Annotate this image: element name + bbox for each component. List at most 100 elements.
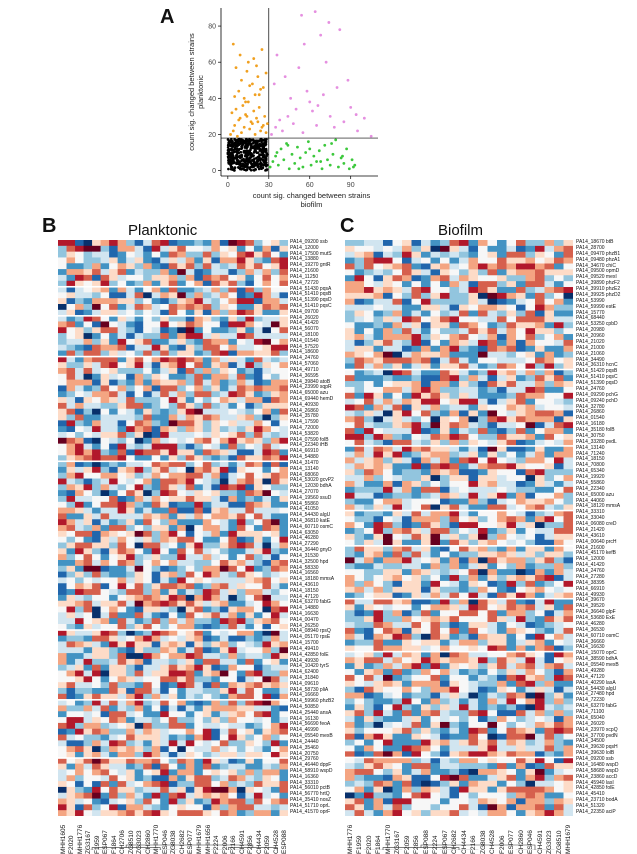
heatmap-cell xyxy=(126,636,135,642)
heatmap-cell xyxy=(271,321,280,327)
heatmap-cell xyxy=(160,653,169,659)
heatmap-cell xyxy=(118,665,127,671)
heatmap-cell xyxy=(374,557,384,563)
heatmap-cell xyxy=(92,775,101,781)
heatmap-cell xyxy=(203,543,212,549)
heatmap-cell xyxy=(345,493,355,499)
heatmap-cell xyxy=(135,257,144,263)
heatmap-cell xyxy=(412,334,422,340)
heatmap-cell xyxy=(118,449,127,455)
heatmap-cell xyxy=(143,665,152,671)
heatmap-cell xyxy=(237,723,246,729)
heatmap-cell xyxy=(554,393,564,399)
heatmap-cell xyxy=(412,434,422,440)
heatmap-cell xyxy=(450,569,460,575)
heatmap-cell xyxy=(271,438,280,444)
heatmap-cell xyxy=(271,769,280,775)
heatmap-cell xyxy=(421,581,431,587)
heatmap-cell xyxy=(345,287,355,293)
heatmap-cell xyxy=(535,563,545,569)
heatmap-cell xyxy=(440,346,450,352)
heatmap-cell xyxy=(383,375,393,381)
heatmap-cell xyxy=(254,519,263,525)
point-neither xyxy=(234,166,237,169)
heatmap-cell xyxy=(220,548,229,554)
heatmap-cell xyxy=(271,548,280,554)
heatmap-cell xyxy=(271,444,280,450)
heatmap-cell xyxy=(228,257,237,263)
heatmap-cell xyxy=(345,281,355,287)
heatmap-cell xyxy=(279,537,288,543)
heatmap-cell xyxy=(118,653,127,659)
heatmap-cell xyxy=(109,682,118,688)
heatmap-cell xyxy=(58,426,67,432)
point-planktonic xyxy=(239,117,242,120)
heatmap-cell xyxy=(160,641,169,647)
heatmap-cell xyxy=(160,333,169,339)
point-biofilm xyxy=(345,148,348,151)
point-biofilm xyxy=(293,162,296,165)
heatmap-cell xyxy=(75,449,84,455)
heatmap-cell xyxy=(516,569,526,575)
heatmap-cell xyxy=(109,362,118,368)
point-neither xyxy=(232,155,235,158)
point-neither xyxy=(247,158,250,161)
heatmap-cell xyxy=(118,659,127,665)
heatmap-cell xyxy=(186,519,195,525)
heatmap-cell xyxy=(507,481,517,487)
heatmap-cell xyxy=(194,403,203,409)
heatmap-cell xyxy=(228,810,237,816)
heatmap-cell xyxy=(440,422,450,428)
heatmap-cell xyxy=(245,723,254,729)
heatmap-cell xyxy=(186,345,195,351)
heatmap-cell xyxy=(58,735,67,741)
heatmap-cell xyxy=(469,528,479,534)
heatmap-cell xyxy=(101,618,110,624)
heatmap-cell xyxy=(554,316,564,322)
heatmap-cell xyxy=(135,432,144,438)
heatmap-cell xyxy=(402,352,412,358)
heatmap-cell xyxy=(545,422,555,428)
heatmap-cell xyxy=(228,380,237,386)
heatmap-cell xyxy=(58,525,67,531)
heatmap-cell xyxy=(245,263,254,269)
heatmap-cell xyxy=(186,804,195,810)
heatmap-cell xyxy=(412,246,422,252)
heatmap-cell xyxy=(254,432,263,438)
point-planktonic xyxy=(252,57,255,60)
heatmap-cell xyxy=(355,575,365,581)
heatmap-cell xyxy=(364,516,374,522)
heatmap-cell xyxy=(152,781,161,787)
heatmap-cell xyxy=(186,618,195,624)
heatmap-cell xyxy=(177,735,186,741)
heatmap-cell xyxy=(545,481,555,487)
heatmap-cell xyxy=(245,397,254,403)
heatmap-cell xyxy=(478,293,488,299)
heatmap-cell xyxy=(271,554,280,560)
heatmap-cell xyxy=(262,269,271,275)
heatmap-cell xyxy=(58,513,67,519)
heatmap-cell xyxy=(271,723,280,729)
heatmap-cell xyxy=(220,746,229,752)
heatmap-cell xyxy=(345,240,355,246)
heatmap-cell xyxy=(228,449,237,455)
heatmap-cell xyxy=(383,334,393,340)
heatmap-cell xyxy=(364,375,374,381)
heatmap-cell xyxy=(220,508,229,514)
heatmap-cell xyxy=(126,682,135,688)
heatmap-cell xyxy=(478,258,488,264)
heatmap-cell xyxy=(135,479,144,485)
heatmap-cell xyxy=(421,240,431,246)
heatmap-cell xyxy=(160,601,169,607)
heatmap-cell xyxy=(135,246,144,252)
heatmap-cell xyxy=(245,548,254,554)
heatmap-cell xyxy=(254,676,263,682)
heatmap-cell xyxy=(535,522,545,528)
heatmap-cell xyxy=(497,322,507,328)
heatmap-cell xyxy=(469,557,479,563)
heatmap-cell xyxy=(507,422,517,428)
heatmap-cell xyxy=(564,269,574,275)
heatmap-cell xyxy=(526,322,536,328)
heatmap-cell xyxy=(228,420,237,426)
heatmap-cell xyxy=(564,399,574,405)
